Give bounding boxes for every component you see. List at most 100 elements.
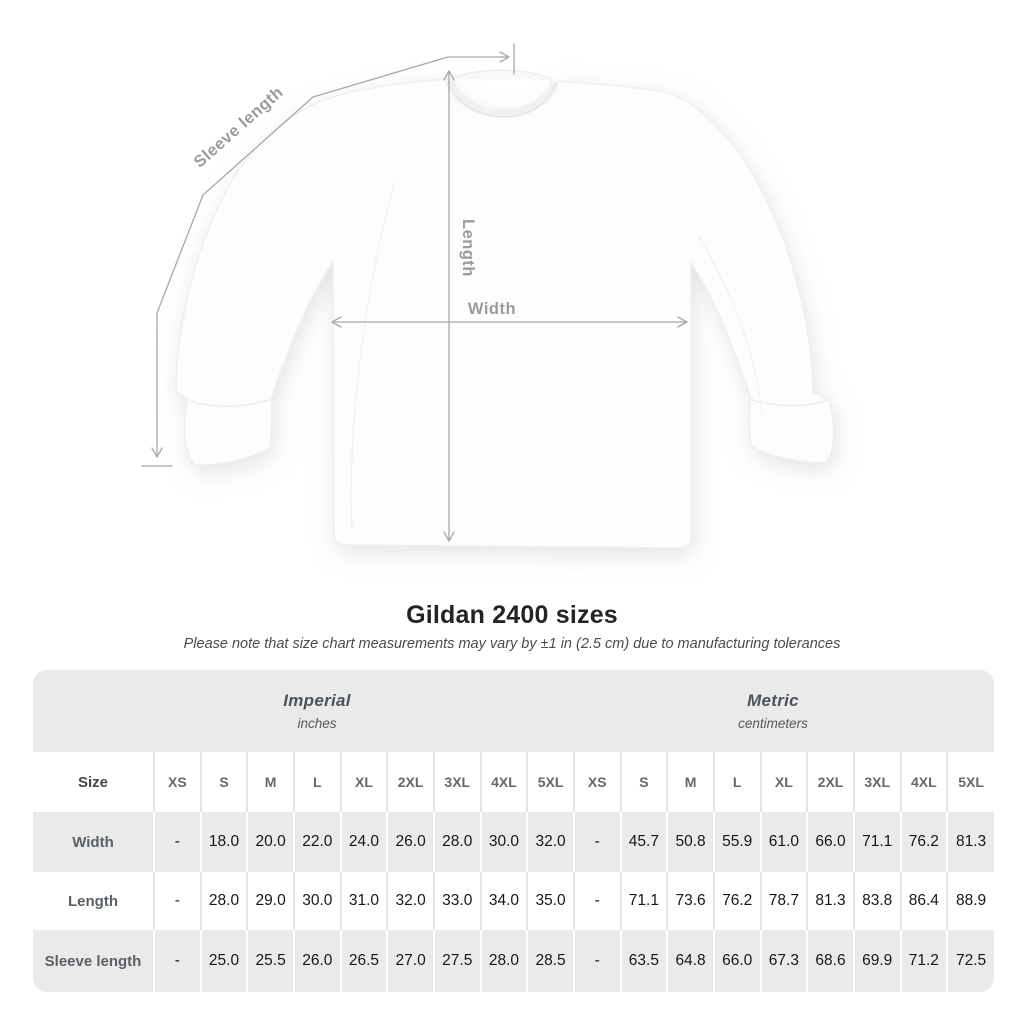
metric-value-cell: 45.7 [619, 812, 668, 872]
imperial-value-cell: 35.0 [526, 872, 574, 930]
metric-value-cell: 66.0 [712, 930, 761, 992]
measurement-row-label: Length [68, 892, 118, 910]
unit-group-metric: Metric centimeters [738, 691, 808, 731]
imperial-value-cell: 24.0 [339, 812, 388, 872]
imperial-value-cell: 25.5 [246, 930, 294, 992]
imperial-value-cell: 33.0 [432, 872, 481, 930]
page-subtitle: Please note that size chart measurements… [183, 636, 841, 652]
imperial-value-cell: 26.0 [292, 930, 341, 992]
metric-value-cell: 61.0 [759, 812, 808, 872]
size-col-header: S [199, 752, 248, 812]
size-col-header: 2XL [386, 752, 434, 812]
size-col-header: M [666, 752, 714, 812]
size-col-header: M [246, 752, 294, 812]
fabric-seams [189, 179, 829, 529]
metric-value-cell: 76.2 [899, 812, 948, 872]
imperial-value-cell: 32.0 [526, 812, 574, 872]
size-col-header: XL [759, 752, 808, 812]
metric-value-cell: 71.1 [852, 812, 901, 872]
metric-value-cell: 50.8 [666, 812, 714, 872]
metric-value-cell: 86.4 [899, 872, 948, 930]
imperial-value-cell: 30.0 [292, 872, 341, 930]
metric-value-cell: 64.8 [666, 930, 714, 992]
imperial-value-cell: 26.5 [339, 930, 388, 992]
metric-value-cell: 68.6 [806, 930, 854, 992]
size-table: Imperial inches Metric centimeters Size … [33, 670, 994, 992]
metric-value-cell: 72.5 [946, 930, 994, 992]
metric-value-cell: 81.3 [946, 812, 994, 872]
length-arrow [443, 70, 455, 542]
metric-value-cell: 78.7 [759, 872, 808, 930]
size-col-header: 3XL [432, 752, 481, 812]
size-col-header: 5XL [946, 752, 994, 812]
metric-value-cell: 73.6 [666, 872, 714, 930]
imperial-value-cell: 28.5 [526, 930, 574, 992]
size-col-header: XL [339, 752, 388, 812]
imperial-value-cell: 26.0 [386, 812, 434, 872]
width-arrow [331, 316, 688, 328]
collar [444, 69, 560, 118]
size-col-header: XS [153, 752, 201, 812]
unit-group-imperial: Imperial inches [283, 691, 351, 731]
metric-value-cell: 71.1 [619, 872, 668, 930]
metric-value-cell: - [572, 872, 621, 930]
imperial-value-cell: 28.0 [199, 872, 248, 930]
size-col-header: 3XL [852, 752, 901, 812]
metric-value-cell: 81.3 [806, 872, 854, 930]
measurement-row: Length -28.0 29.0 30.0 31.0 32.0 33.0 34.0 35.0-… [33, 872, 994, 930]
metric-value-cell: 63.5 [619, 930, 668, 992]
size-col-header: L [712, 752, 761, 812]
size-table-body: Width -18.0 20.0 22.0 24.0 26.0 28.0 30.0 32.0-4… [33, 812, 994, 992]
size-column-header: Size [77, 773, 108, 791]
metric-value-cell: 76.2 [712, 872, 761, 930]
metric-value-cell: 83.8 [852, 872, 901, 930]
imperial-value-cell: 25.0 [199, 930, 248, 992]
size-col-header: 4XL [479, 752, 528, 812]
size-col-header: 4XL [899, 752, 948, 812]
metric-value-cell: - [572, 812, 621, 872]
metric-group-title: Metric [747, 691, 799, 710]
measurement-row-label: Sleeve length [44, 952, 142, 970]
size-col-header: S [619, 752, 668, 812]
imperial-value-cell: 27.5 [432, 930, 481, 992]
size-col-header: L [292, 752, 341, 812]
metric-value-cell: 88.9 [946, 872, 994, 930]
shirt-body [175, 78, 835, 549]
imperial-value-cell: 22.0 [292, 812, 341, 872]
measurement-row: Sleeve length -25.0 25.5 26.0 26.5 27.0 27.5 28… [33, 930, 994, 992]
shirt-illustration: Sleeve length Length Width [141, 43, 835, 549]
imperial-group-unit: inches [297, 716, 337, 731]
measurement-row-label: Width [72, 833, 114, 851]
sleeve-length-arrow [141, 43, 515, 467]
unit-band-row: Imperial inches Metric centimeters [33, 670, 994, 752]
metric-value-cell: 69.9 [852, 930, 901, 992]
imperial-value-cell: 28.0 [432, 812, 481, 872]
metric-group-unit: centimeters [738, 716, 808, 731]
imperial-value-cell: 29.0 [246, 872, 294, 930]
imperial-value-cell: 31.0 [339, 872, 388, 930]
length-label: Length [459, 219, 477, 277]
metric-value-cell: - [572, 930, 621, 992]
imperial-value-cell: 28.0 [479, 930, 528, 992]
imperial-value-cell: 18.0 [199, 812, 248, 872]
metric-value-cell: 55.9 [712, 812, 761, 872]
imperial-value-cell: 30.0 [479, 812, 528, 872]
measurement-row: Width -18.0 20.0 22.0 24.0 26.0 28.0 30.0 32.0-4… [33, 812, 994, 872]
width-label: Width [468, 300, 516, 318]
size-col-header: 2XL [806, 752, 854, 812]
page-title: Gildan 2400 sizes [406, 601, 618, 629]
metric-value-cell: 66.0 [806, 812, 854, 872]
size-col-header: XS [572, 752, 621, 812]
size-header-row: Size XS S M L XL 2XL 3XL 4XL 5XL XS S M L XL 2XL 3XL 4XL… [33, 752, 994, 812]
size-col-header: 5XL [526, 752, 574, 812]
imperial-value-cell: 20.0 [246, 812, 294, 872]
imperial-value-cell: - [153, 930, 201, 992]
imperial-value-cell: 32.0 [386, 872, 434, 930]
imperial-value-cell: 34.0 [479, 872, 528, 930]
imperial-group-title: Imperial [283, 691, 351, 710]
imperial-value-cell: - [153, 812, 201, 872]
imperial-value-cell: 27.0 [386, 930, 434, 992]
imperial-value-cell: - [153, 872, 201, 930]
metric-value-cell: 71.2 [899, 930, 948, 992]
